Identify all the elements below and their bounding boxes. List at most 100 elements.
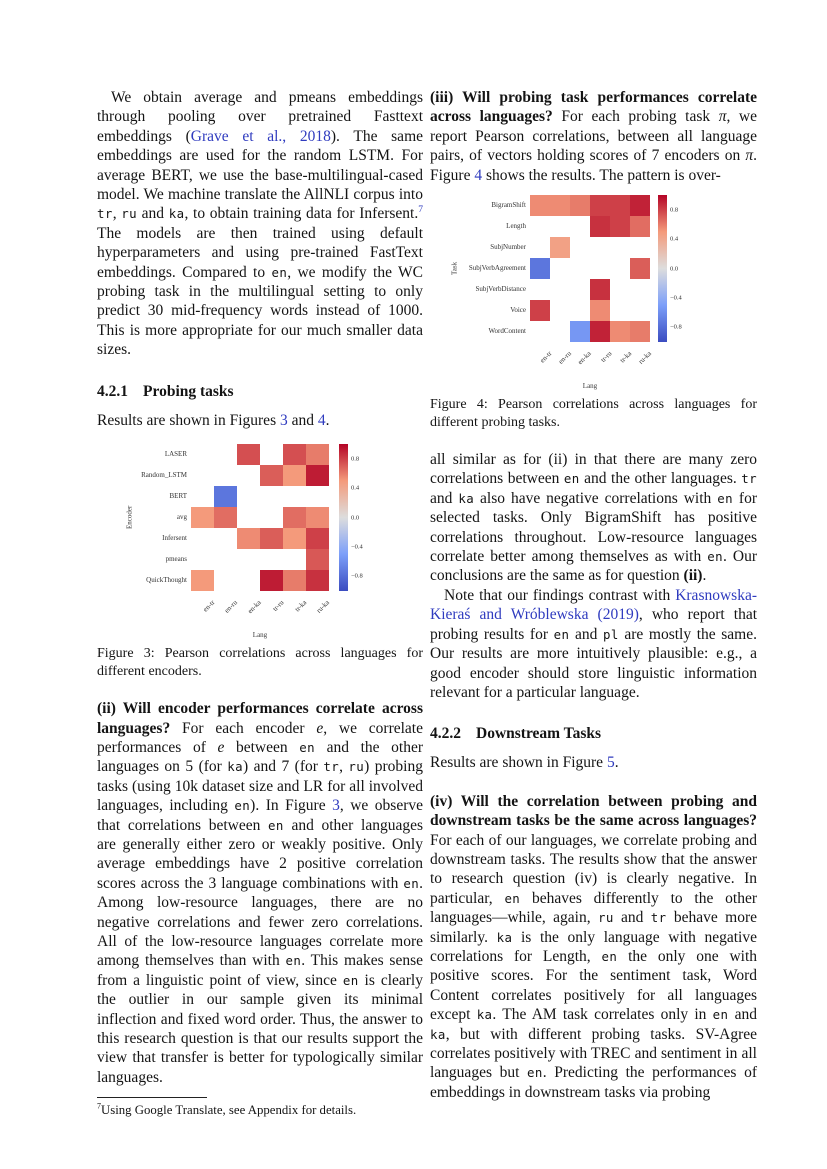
text-run: e	[217, 738, 225, 756]
citation-link[interactable]: 4	[317, 411, 326, 429]
heatmap-cell	[570, 195, 590, 217]
text-run: (ii) Will encoder performances correlate…	[97, 700, 423, 737]
code-token: en	[527, 1065, 543, 1081]
colorbar-tick-label: 0.8	[670, 206, 679, 214]
x-tick-label: tr-ru	[270, 598, 286, 613]
code-token: ka	[430, 1026, 446, 1042]
code-token: en	[271, 264, 288, 280]
heatmap-cell	[306, 549, 329, 571]
text-run: For each probing task	[552, 108, 719, 126]
heatmap-cell	[283, 528, 306, 550]
row-label: Length	[506, 221, 526, 230]
text-run: . Our conclusions are the same as for qu…	[430, 548, 758, 585]
code-token: en	[563, 471, 580, 487]
right-column: (iii) Will probing task performances cor…	[430, 88, 757, 1102]
text-run: and the other languages on 5 (for	[97, 738, 423, 776]
section-title: Downstream Tasks	[476, 725, 602, 743]
citation-link[interactable]: Krasnowska-Kieraś and Wróblewska (2019)	[430, 586, 757, 624]
row-label: WordContent	[488, 326, 526, 335]
code-token: ru	[597, 910, 614, 926]
text-run: For each of our languages, we correlate …	[430, 831, 757, 907]
text-run: are mostly the same. Our results are mor…	[430, 625, 757, 701]
code-token: en	[234, 798, 251, 814]
heatmap-cell	[530, 195, 550, 217]
colorbar-tick-label: 0.4	[351, 484, 360, 492]
section-title: Probing tasks	[143, 382, 234, 400]
text-run: . The AM task correlates only in	[492, 1006, 713, 1024]
citation-link[interactable]: 3	[279, 411, 288, 429]
colorbar	[658, 195, 667, 343]
x-tick-label: ru-ka	[315, 598, 332, 615]
heatmap-cell	[630, 258, 650, 280]
text-run: , we report Pearson correlations, betwee…	[430, 108, 757, 165]
heatmap-cell	[306, 507, 329, 529]
text-run: , we observe that correlations between	[97, 797, 424, 834]
row-label: BERT	[169, 491, 187, 500]
text-run: ,	[339, 758, 349, 776]
results-line-probing: Results are shown in Figures 3 and 4.	[97, 411, 423, 430]
colorbar	[339, 444, 348, 592]
citation-link[interactable]: Grave et al., 2018	[190, 127, 331, 145]
section-number: 4.2.2	[430, 725, 461, 743]
code-token: en	[707, 549, 723, 565]
paragraph-embeddings-setup: We obtain average and pmeans embeddings …	[97, 88, 423, 360]
code-token: en	[712, 1007, 729, 1023]
code-token: ka	[168, 206, 185, 222]
text-run: The models are then trained using defaul…	[97, 224, 423, 281]
text-run: . This makes sense from a linguistic poi…	[97, 952, 423, 989]
text-run: .	[614, 754, 619, 772]
code-token: tr	[97, 206, 113, 222]
row-label: LASER	[164, 449, 187, 458]
heatmap-cell	[283, 570, 306, 592]
heatmap-cell	[550, 237, 570, 259]
heatmap-cell	[237, 528, 260, 550]
text-run: and	[569, 625, 603, 643]
text-run: ) and 7 (for	[243, 758, 324, 776]
row-label: Random_LSTM	[141, 470, 187, 479]
heatmap-cell	[283, 507, 306, 529]
text-run: 7	[97, 1101, 101, 1111]
text-run: , we modify the WC probing task in the m…	[97, 263, 423, 359]
heatmap-cell	[630, 195, 650, 217]
x-tick-label: en-ka	[245, 598, 263, 616]
heatmap-cell	[306, 528, 329, 550]
heatmap-cell	[260, 528, 283, 550]
figure3-heatmap: Encoder LASER Random_LSTM BERT avg Infersent p…	[125, 444, 372, 639]
heatmap-cell	[283, 444, 306, 466]
text-run: is the only language with negative corre…	[430, 928, 757, 965]
citation-link[interactable]: 5	[606, 754, 615, 772]
section-number: 4.2.1	[97, 382, 128, 400]
heatmap-cell	[590, 195, 610, 217]
text-run: (iii) Will probing task performances cor…	[430, 89, 757, 126]
text-run: is clearly the outlier in our sample giv…	[97, 971, 423, 1086]
code-token: ru	[348, 759, 365, 775]
text-run: (ii)	[683, 567, 703, 585]
text-run: and other languages are generally either…	[97, 816, 423, 892]
code-token: ka	[227, 759, 244, 775]
section-heading-421: 4.2.1 Probing tasks	[97, 382, 423, 401]
code-token: tr	[741, 471, 758, 487]
code-token: ka	[496, 929, 513, 945]
footnote: 7Using Google Translate, see Appendix fo…	[97, 1097, 423, 1119]
paragraph-question-iii: (iii) Will probing task performances cor…	[430, 88, 757, 185]
text-run: also have negative correlations with	[474, 489, 718, 507]
colorbar-tick-label: 0.8	[351, 455, 360, 463]
text-run: Results are shown in Figure	[430, 754, 607, 772]
text-run: Results are shown in Figures	[97, 411, 280, 429]
figure3-caption: Figure 3: Pearson correlations across la…	[97, 646, 423, 679]
heatmap-cell	[610, 216, 630, 238]
citation-link[interactable]: 4	[474, 166, 483, 184]
heatmap-cell	[590, 279, 610, 301]
code-token: en	[553, 626, 570, 642]
text-run: between	[224, 738, 300, 756]
citation-link[interactable]: 3	[332, 797, 340, 815]
paragraph-after-figure4: all similar as for (ii) in that there ar…	[430, 450, 757, 586]
heatmap-cell	[610, 321, 630, 343]
citation-link[interactable]: 7	[418, 204, 423, 216]
row-label: Infersent	[162, 533, 187, 542]
heatmap-cell	[306, 444, 329, 466]
row-label: avg	[176, 512, 187, 521]
row-label: SubjVerbAgreement	[468, 263, 526, 272]
text-run: , to obtain training data for Infersent.	[184, 205, 419, 223]
text-run: π	[718, 108, 727, 126]
